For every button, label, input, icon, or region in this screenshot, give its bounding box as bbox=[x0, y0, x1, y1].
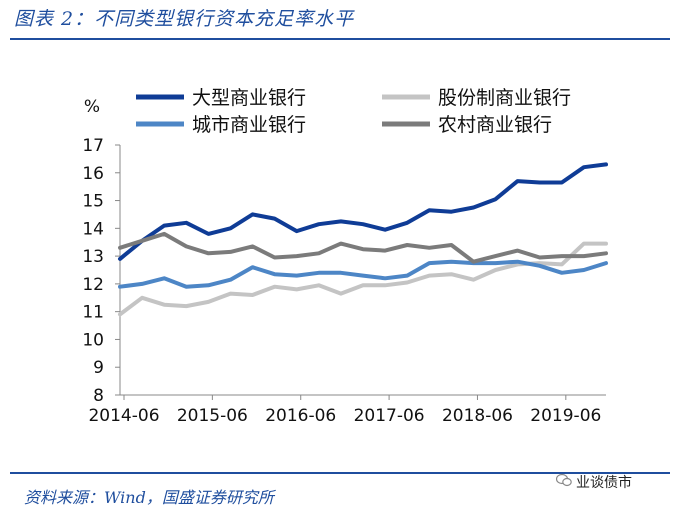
y-tick-label: 14 bbox=[82, 219, 104, 239]
y-tick-label: 11 bbox=[82, 303, 104, 323]
watermark: 业谈债市 bbox=[555, 472, 632, 492]
series-line-3 bbox=[118, 231, 608, 264]
series-line-2 bbox=[118, 259, 608, 289]
y-tick-label: 15 bbox=[82, 192, 104, 212]
y-tick-label: 13 bbox=[82, 247, 104, 267]
x-tick-label: 2019-06 bbox=[530, 406, 601, 426]
chart-lines bbox=[118, 162, 608, 317]
line-chart: 8 9 10 11 12 13 14 15 16 17% 2014-06 2015-06 2016-06… bbox=[82, 87, 608, 426]
y-tick-label: 12 bbox=[82, 275, 104, 295]
watermark-text: 业谈债市 bbox=[576, 475, 632, 491]
figure-title: 图表 2：不同类型银行资本充足率水平 bbox=[14, 8, 355, 30]
series-line-0 bbox=[118, 162, 608, 261]
y-tick-label: 10 bbox=[82, 330, 104, 350]
x-tick-label: 2017-06 bbox=[354, 406, 425, 426]
wechat-icon bbox=[555, 473, 572, 491]
x-tick-label: 2016-06 bbox=[265, 406, 336, 426]
y-tick-label: 8 bbox=[93, 386, 104, 406]
legend-label: 城市商业银行 bbox=[192, 114, 306, 136]
legend-label: 大型商业银行 bbox=[192, 87, 306, 109]
chart-axes: 8 9 10 11 12 13 14 15 16 17% 2014-06 2015-06 2016-06… bbox=[82, 97, 606, 426]
source-rule bbox=[10, 472, 670, 474]
legend-label: 农村商业银行 bbox=[438, 114, 552, 136]
x-tick-label: 2018-06 bbox=[442, 406, 513, 426]
y-tick-label: 17 bbox=[82, 136, 104, 156]
y-axis-label: % bbox=[84, 97, 100, 117]
y-tick-label: 9 bbox=[93, 358, 104, 378]
title-rule bbox=[10, 38, 670, 40]
x-tick-label: 2015-06 bbox=[177, 406, 248, 426]
legend-label: 股份制商业银行 bbox=[438, 87, 571, 109]
source-note: 资料来源：Wind，国盛证券研究所 bbox=[24, 488, 274, 507]
y-tick-label: 16 bbox=[82, 164, 104, 184]
x-tick-label: 2014-06 bbox=[88, 406, 159, 426]
